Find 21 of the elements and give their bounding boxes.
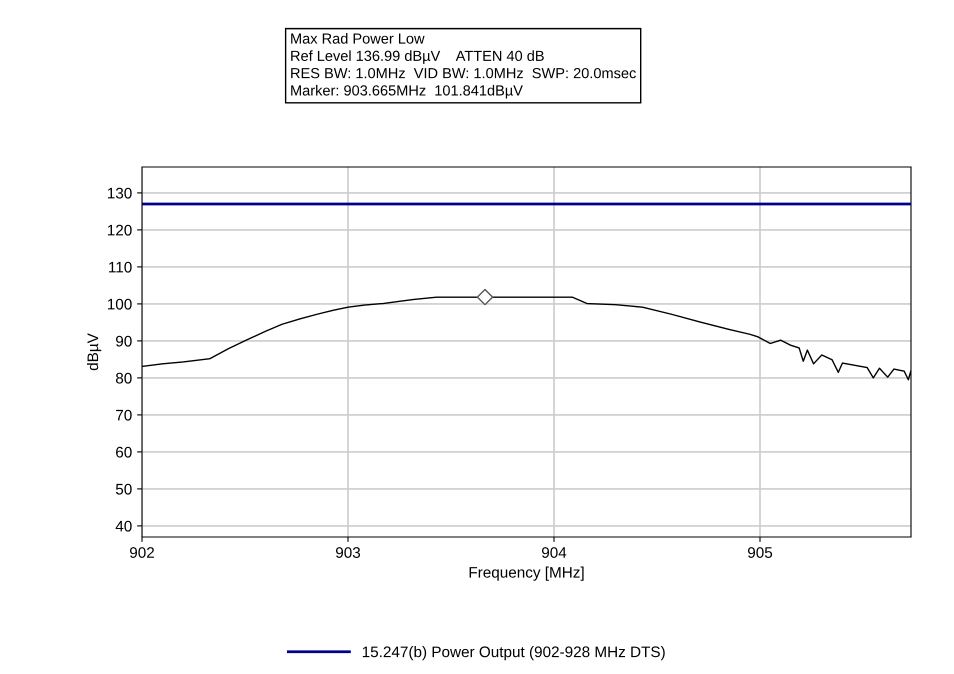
legend-label: 15.247(b) Power Output (902-928 MHz DTS) — [362, 646, 665, 660]
y-tick-label: 70 — [116, 410, 132, 421]
x-tick-label: 904 — [542, 547, 566, 558]
x-axis-title: Frequency [MHz] — [470, 566, 584, 581]
y-tick-label: 50 — [116, 484, 132, 495]
y-tick-label: 100 — [108, 298, 132, 310]
text: Ref Level 136.99 dBµV ATTEN 40 dB — [291, 50, 544, 64]
text: Marker: 903.665MHz 101.841dBµV — [291, 84, 523, 98]
x-tick-label: 903 — [336, 547, 360, 558]
y-axis-title: dBµV — [86, 333, 102, 370]
x-tick-label: 902 — [130, 547, 154, 558]
y-tick-label: 110 — [109, 262, 132, 273]
y-tick-label: 80 — [116, 372, 132, 384]
text: Max Rad Power Low — [291, 33, 425, 44]
y-tick-label: 60 — [116, 446, 132, 458]
y-tick-label: 90 — [116, 336, 132, 347]
y-tick-label: 40 — [116, 520, 132, 532]
x-tick-label: 905 — [748, 547, 772, 558]
text: RES BW: 1.0MHz VID BW: 1.0MHz SWP: 20.0msec — [291, 68, 636, 78]
y-tick-label: 130 — [108, 188, 132, 199]
y-tick-label: 120 — [108, 224, 132, 236]
